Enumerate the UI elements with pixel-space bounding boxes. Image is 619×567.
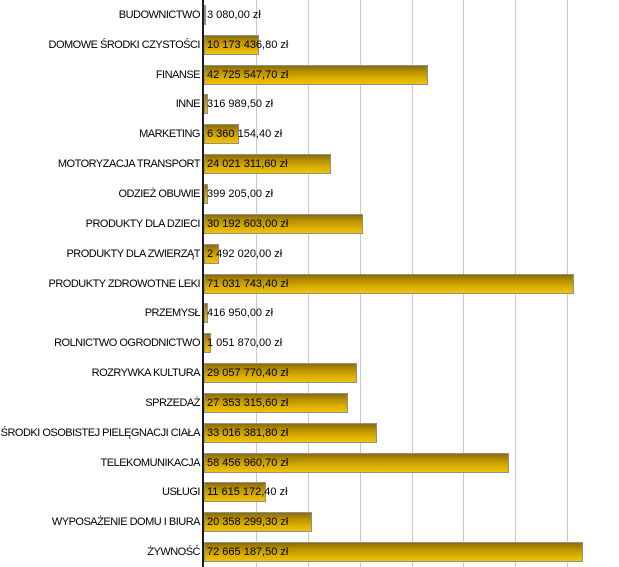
bar-cell: 29 057 770,40 zł [204, 358, 619, 388]
category-label: MARKETING [139, 128, 200, 141]
value-label: 2 492 020,00 zł [207, 247, 283, 260]
value-label: 10 173 436,80 zł [207, 38, 289, 51]
category-row: FINANSE 42 725 547,70 zł [0, 60, 619, 90]
bar-cell: 20 358 299,30 zł [204, 507, 619, 537]
value-bar [204, 452, 510, 473]
bar-cell: 58 456 960,70 zł [204, 448, 619, 478]
category-label: PRODUKTY ZDROWOTNE LEKI [48, 277, 201, 290]
category-row: PRZEMYSŁ 416 950,00 zł [0, 298, 619, 328]
value-label: 58 456 960,70 zł [207, 456, 289, 469]
bar-cell: 33 016 381,80 zł [204, 418, 619, 448]
bar-cell: 1 051 870,00 zł [204, 328, 619, 358]
bar-cell: 316 989,50 zł [204, 90, 619, 120]
bar-cell: 416 950,00 zł [204, 298, 619, 328]
value-bar [204, 64, 428, 85]
value-bar [204, 482, 267, 503]
category-label: DOMOWE ŚRODKI CZYSTOŚCI [48, 38, 201, 51]
category-label: USŁUGI [162, 486, 200, 499]
value-label: 33 016 381,80 zł [207, 426, 289, 439]
value-label: 71 031 743,40 zł [207, 277, 289, 290]
category-row: ROLNICTWO OGRODNICTWO 1 051 870,00 zł [0, 328, 619, 358]
bar-cell: 6 360 154,40 zł [204, 119, 619, 149]
category-row: ODZIEŻ OBUWIE 399 205,00 zł [0, 179, 619, 209]
category-label: TELEKOMUNIKACJA [100, 456, 201, 469]
category-label: ŚRODKI OSOBISTEJ PIELĘGNACJI CIAŁA [0, 426, 201, 439]
category-row: ŻYWNOŚĆ 72 665 187,50 zł [0, 537, 619, 567]
category-row: BUDOWNICTWO 3 080,00 zł [0, 0, 619, 30]
bar-cell: 399 205,00 zł [204, 179, 619, 209]
category-label: PRODUKTY DLA ZWIERZĄT [66, 247, 200, 260]
value-label: 42 725 547,70 zł [207, 68, 289, 81]
bar-cell: 27 353 315,60 zł [204, 388, 619, 418]
value-label: 3 080,00 zł [207, 8, 261, 21]
value-bar [204, 154, 331, 175]
category-row: PRODUKTY ZDROWOTNE LEKI 71 031 743,40 zł [0, 269, 619, 299]
value-label: 316 989,50 zł [207, 98, 274, 111]
category-label: MOTORYZACJA TRANSPORT [57, 158, 201, 171]
category-row: ROZRYWKA KULTURA 29 057 770,40 zł [0, 358, 619, 388]
value-label: 72 665 187,50 zł [207, 546, 289, 559]
category-label: PRODUKTY DLA DZIECI [85, 217, 201, 230]
category-label: FINANSE [155, 68, 201, 81]
category-row: ŚRODKI OSOBISTEJ PIELĘGNACJI CIAŁA 33 016… [0, 418, 619, 448]
category-label: WYPOSAŻENIE DOMU I BIURA [51, 516, 201, 529]
value-label: 29 057 770,40 zł [207, 367, 289, 380]
value-label: 399 205,00 zł [207, 187, 274, 200]
y-axis-line [202, 0, 204, 567]
bar-cell: 71 031 743,40 zł [204, 269, 619, 299]
value-bar [204, 542, 583, 563]
category-row: MARKETING 6 360 154,40 zł [0, 119, 619, 149]
category-row: DOMOWE ŚRODKI CZYSTOŚCI 10 173 436,80 zł [0, 30, 619, 60]
bar-cell: 24 021 311,60 zł [204, 149, 619, 179]
value-label: 416 950,00 zł [207, 307, 274, 320]
value-label: 1 051 870,00 zł [207, 337, 283, 350]
value-bar [204, 94, 208, 115]
category-label: ODZIEŻ OBUWIE [118, 187, 201, 200]
category-label: ROLNICTWO OGRODNICTWO [54, 337, 200, 350]
bar-cell: 3 080,00 zł [204, 0, 619, 30]
bar-cell: 42 725 547,70 zł [204, 60, 619, 90]
category-row: WYPOSAŻENIE DOMU I BIURA 20 358 299,30 zł [0, 507, 619, 537]
category-label: PRZEMYSŁ [144, 307, 201, 320]
category-row: TELEKOMUNIKACJA 58 456 960,70 zł [0, 448, 619, 478]
value-label: 27 353 315,60 zł [207, 396, 289, 409]
value-label: 30 192 603,00 zł [207, 217, 289, 230]
bar-cell: 30 192 603,00 zł [204, 209, 619, 239]
value-bar [204, 183, 209, 204]
category-label: ROZRYWKA KULTURA [91, 367, 201, 380]
category-row: MOTORYZACJA TRANSPORT 24 021 311,60 zł [0, 149, 619, 179]
value-bar [204, 34, 259, 55]
value-label: 20 358 299,30 zł [207, 516, 289, 529]
value-bar [204, 512, 312, 533]
category-row: PRODUKTY DLA ZWIERZĄT 2 492 020,00 zł [0, 239, 619, 269]
value-bar [204, 392, 348, 413]
value-bar [204, 243, 219, 264]
category-label: ŻYWNOŚĆ [147, 546, 200, 559]
value-bar [204, 213, 363, 234]
category-row: INNE 316 989,50 zł [0, 90, 619, 120]
value-bar [204, 333, 212, 354]
bar-cell: 2 492 020,00 zł [204, 239, 619, 269]
bar-cell: 11 615 172,40 zł [204, 478, 619, 508]
value-bar [204, 273, 575, 294]
value-bar [204, 363, 357, 384]
value-label: 6 360 154,40 zł [207, 128, 283, 141]
category-row: PRODUKTY DLA DZIECI 30 192 603,00 zł [0, 209, 619, 239]
value-bar [204, 303, 209, 324]
category-label: BUDOWNICTWO [118, 8, 201, 21]
category-row: SPRZEDAŻ 27 353 315,60 zł [0, 388, 619, 418]
category-label: INNE [175, 98, 201, 111]
category-label: SPRZEDAŻ [145, 396, 200, 409]
category-row: USŁUGI 11 615 172,40 zł [0, 478, 619, 508]
value-bar [204, 4, 207, 25]
bar-cell: 72 665 187,50 zł [204, 537, 619, 567]
value-label: 24 021 311,60 zł [207, 158, 288, 171]
bar-cell: 10 173 436,80 zł [204, 30, 619, 60]
value-bar [204, 124, 239, 145]
value-bar [204, 422, 378, 443]
value-label: 11 615 172,40 zł [207, 486, 288, 499]
